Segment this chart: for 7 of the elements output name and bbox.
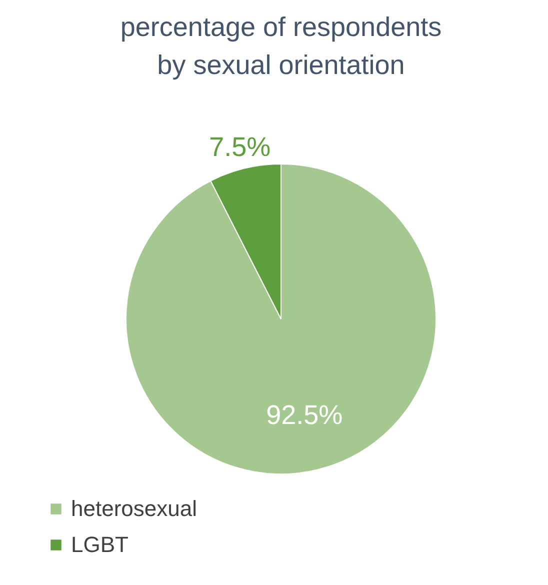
text: by sexual orientation	[157, 50, 405, 80]
data-label: 92.5%	[266, 400, 343, 430]
text: percentage of respondents	[120, 12, 442, 42]
legend-label: heterosexual	[71, 496, 197, 521]
pie-slice	[126, 164, 436, 474]
legend-label: LGBT	[71, 532, 128, 557]
data-label: 7.5%	[209, 132, 271, 162]
